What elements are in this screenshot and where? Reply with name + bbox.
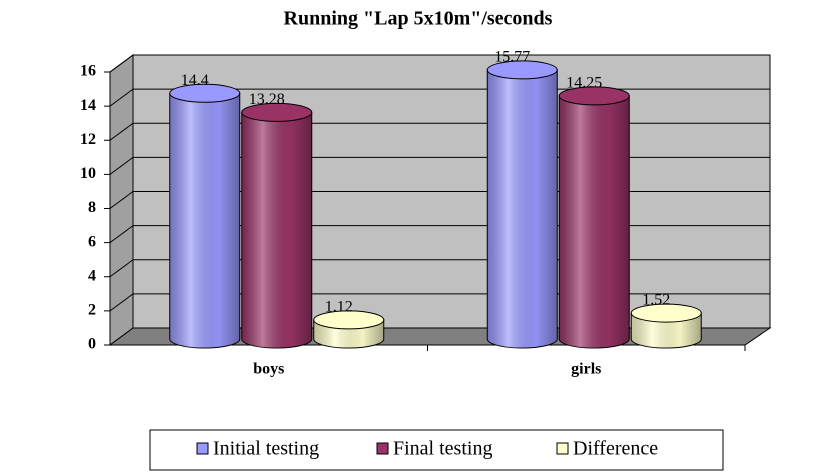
bar-shading <box>169 93 240 348</box>
bar-shading <box>487 69 558 348</box>
bar-top <box>241 102 313 122</box>
x-tick-label: girls <box>571 361 601 378</box>
bar-top <box>558 86 630 106</box>
y-tick-label: 16 <box>80 63 96 80</box>
bar-shading <box>631 313 702 348</box>
legend-swatch <box>376 442 389 455</box>
legend-label: Initial testing <box>213 438 319 460</box>
chart-title: Running "Lap 5x10m"/seconds <box>284 8 553 30</box>
legend-swatch <box>556 442 569 455</box>
y-tick-label: 8 <box>88 199 96 216</box>
value-label: 14.4 <box>181 72 209 89</box>
y-tick-label: 2 <box>88 302 96 319</box>
grid-line <box>109 54 770 73</box>
value-label: 14.25 <box>566 75 602 92</box>
bar-top <box>630 303 702 323</box>
value-label: 15.77 <box>494 49 530 66</box>
bar-top <box>313 310 385 330</box>
bar-shading <box>241 112 312 348</box>
bar-top <box>169 83 241 103</box>
bar-shading <box>559 95 630 348</box>
legend-label: Final testing <box>393 438 492 460</box>
legend-swatch <box>196 442 209 455</box>
value-label: 1.12 <box>325 299 353 316</box>
legend-label: Difference <box>573 438 658 460</box>
y-tick-label: 12 <box>80 131 96 148</box>
y-tick-label: 6 <box>88 233 96 250</box>
value-label: 1.52 <box>642 292 670 309</box>
legend <box>149 429 724 471</box>
bar-top <box>486 60 558 80</box>
value-label: 13.28 <box>249 91 285 108</box>
y-tick-label: 14 <box>80 97 96 114</box>
x-tick-label: boys <box>253 361 284 378</box>
y-tick-label: 10 <box>80 165 96 182</box>
y-tick-label: 0 <box>88 336 96 353</box>
y-tick-label: 4 <box>88 267 96 284</box>
